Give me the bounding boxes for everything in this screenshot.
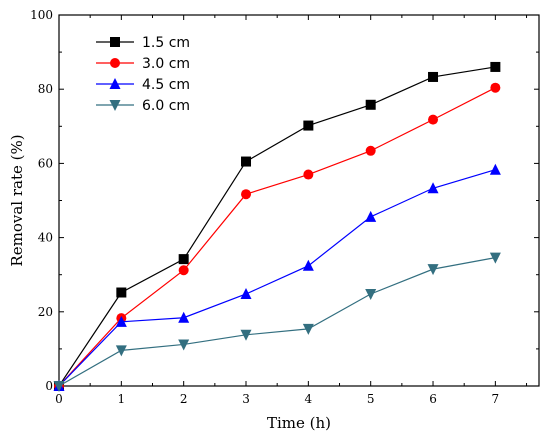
data-point — [178, 265, 189, 276]
data-point — [365, 99, 376, 110]
series-line — [58, 66, 496, 387]
data-point — [365, 288, 377, 300]
y-tick-label-100: 100 — [30, 8, 53, 22]
plot-area: 0 1 2 3 4 5 6 7 0 20 40 60 80 100 — [30, 8, 540, 406]
data-point — [427, 182, 439, 194]
y-tick-label-80: 80 — [38, 82, 53, 96]
x-tick-label-4: 4 — [305, 392, 313, 406]
data-point — [303, 120, 314, 131]
x-tick-label-5: 5 — [367, 392, 375, 406]
series-6-0-cm — [53, 252, 501, 392]
data-point — [428, 71, 439, 82]
data-point — [302, 323, 314, 335]
series-line — [58, 87, 496, 387]
x-tick-label-7: 7 — [492, 392, 500, 406]
x-tick-label-6: 6 — [429, 392, 437, 406]
data-point — [116, 287, 127, 298]
legend-marker — [110, 58, 120, 68]
series-line — [58, 169, 496, 387]
legend-item: 1.5 cm — [96, 35, 190, 51]
data-point — [241, 189, 252, 200]
data-point — [365, 210, 377, 222]
data-point — [490, 61, 501, 72]
data-point — [178, 311, 190, 323]
data-point — [489, 252, 501, 264]
data-point — [178, 254, 189, 265]
legend-label: 1.5 cm — [142, 35, 190, 51]
data-point — [427, 264, 439, 276]
legend-label: 4.5 cm — [142, 77, 190, 93]
series-layer — [53, 61, 501, 392]
data-point — [115, 315, 127, 327]
data-point — [53, 381, 65, 392]
series-3-0-cm — [54, 82, 501, 391]
legend-label: 3.0 cm — [142, 56, 190, 72]
x-tick-label-0: 0 — [55, 392, 63, 406]
data-point — [489, 163, 501, 175]
data-point — [241, 156, 252, 167]
legend-item: 4.5 cm — [96, 77, 190, 93]
legend-label: 6.0 cm — [142, 98, 190, 114]
y-tick-label-20: 20 — [38, 305, 53, 319]
x-axis-ticks: 0 1 2 3 4 5 6 7 — [55, 15, 528, 406]
x-tick-label-2: 2 — [180, 392, 188, 406]
data-point — [178, 339, 190, 351]
x-tick-label-3: 3 — [242, 392, 250, 406]
data-point — [365, 145, 376, 156]
y-axis-title: Removal rate (%) — [8, 134, 26, 266]
series-line — [58, 257, 496, 387]
data-point — [303, 169, 314, 180]
legend-marker — [109, 78, 121, 89]
legend-item: 6.0 cm — [96, 98, 190, 114]
data-point — [428, 114, 439, 125]
legend: 1.5 cm 3.0 cm 4.5 cm 6.0 cm — [96, 35, 190, 114]
series-1-5-cm — [54, 61, 501, 391]
series-4-5-cm — [53, 163, 501, 391]
data-point — [115, 345, 127, 357]
x-tick-label-1: 1 — [118, 392, 126, 406]
legend-item: 3.0 cm — [96, 56, 190, 72]
x-axis-title: Time (h) — [267, 414, 331, 432]
legend-marker — [110, 37, 120, 47]
data-point — [240, 329, 252, 341]
y-tick-label-60: 60 — [38, 156, 53, 170]
data-point — [240, 287, 252, 299]
y-axis-ticks: 0 20 40 60 80 100 — [30, 8, 539, 393]
y-tick-label-40: 40 — [38, 231, 53, 245]
legend-marker — [109, 100, 121, 111]
data-point — [302, 259, 314, 271]
y-tick-label-0: 0 — [45, 379, 53, 393]
data-point — [490, 82, 501, 93]
